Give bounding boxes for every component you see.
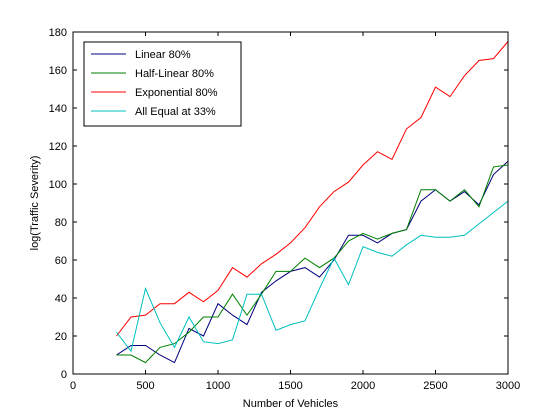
y-tick-label: 20 <box>55 331 67 343</box>
x-tick-label: 1500 <box>278 380 302 392</box>
y-tick-label: 60 <box>55 255 67 267</box>
x-axis-title: Number of Vehicles <box>243 398 339 410</box>
legend-label-3: Exponential 80% <box>135 87 218 99</box>
legend-label-1: Linear 80% <box>135 49 191 61</box>
x-tick-label: 500 <box>136 380 154 392</box>
legend-label-4: All Equal at 33% <box>135 106 216 118</box>
y-tick-label: 40 <box>55 293 67 305</box>
x-tick-label: 0 <box>70 380 76 392</box>
x-tick-label: 2500 <box>423 380 447 392</box>
y-tick-label: 80 <box>55 217 67 229</box>
x-tick-label: 2000 <box>351 380 375 392</box>
y-tick-label: 100 <box>49 179 67 191</box>
legend-label-2: Half-Linear 80% <box>135 68 214 80</box>
y-tick-label: 0 <box>61 369 67 381</box>
x-tick-label: 3000 <box>496 380 520 392</box>
x-tick-label: 1000 <box>206 380 230 392</box>
y-tick-label: 160 <box>49 65 67 77</box>
legend: Linear 80% Half-Linear 80% Exponential 80%… <box>84 42 241 126</box>
y-axis-title: log(Traffic Severity) <box>29 156 41 251</box>
y-tick-label: 120 <box>49 141 67 153</box>
y-tick-label: 180 <box>49 27 67 39</box>
y-tick-label: 140 <box>49 103 67 115</box>
